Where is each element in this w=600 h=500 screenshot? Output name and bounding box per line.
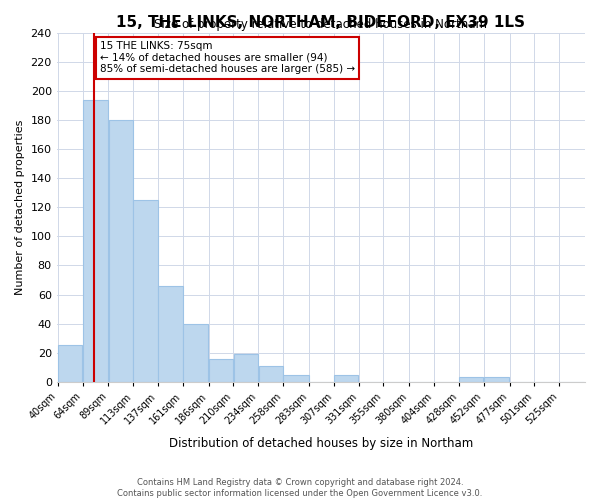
Bar	[109, 120, 133, 382]
Text: Contains HM Land Registry data © Crown copyright and database right 2024.
Contai: Contains HM Land Registry data © Crown c…	[118, 478, 482, 498]
X-axis label: Distribution of detached houses by size in Northam: Distribution of detached houses by size …	[169, 437, 473, 450]
Bar	[459, 378, 484, 382]
Text: Size of property relative to detached houses in Northam: Size of property relative to detached ho…	[154, 18, 487, 31]
Bar	[209, 358, 233, 382]
Title: 15, THE LINKS, NORTHAM, BIDEFORD, EX39 1LS: 15, THE LINKS, NORTHAM, BIDEFORD, EX39 1…	[116, 15, 526, 30]
Bar	[283, 374, 308, 382]
Bar	[133, 200, 158, 382]
Bar	[259, 366, 283, 382]
Bar	[158, 286, 182, 382]
Bar	[234, 354, 258, 382]
Bar	[58, 346, 82, 382]
Bar	[484, 378, 509, 382]
Bar	[83, 100, 108, 382]
Text: 15 THE LINKS: 75sqm
← 14% of detached houses are smaller (94)
85% of semi-detach: 15 THE LINKS: 75sqm ← 14% of detached ho…	[100, 42, 355, 74]
Bar	[183, 324, 208, 382]
Bar	[334, 374, 358, 382]
Y-axis label: Number of detached properties: Number of detached properties	[15, 120, 25, 295]
